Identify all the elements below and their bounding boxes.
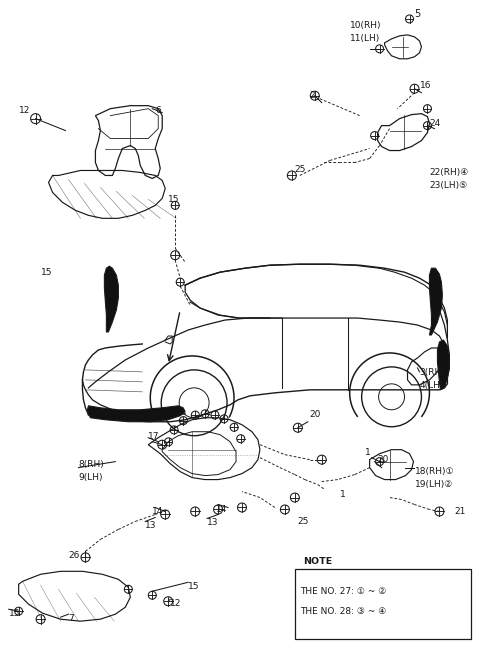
Text: 9(LH): 9(LH) (78, 472, 103, 482)
Text: 13: 13 (145, 522, 157, 530)
Text: 13: 13 (207, 518, 218, 528)
Text: 23(LH)⑤: 23(LH)⑤ (430, 182, 468, 190)
Text: 20: 20 (378, 455, 389, 464)
Text: 6: 6 (155, 106, 161, 115)
Text: 2: 2 (310, 91, 315, 100)
Text: 7: 7 (69, 614, 74, 623)
Text: 8(RH): 8(RH) (78, 460, 104, 469)
Text: THE NO. 27: ① ~ ②: THE NO. 27: ① ~ ② (300, 587, 386, 597)
Text: 1: 1 (340, 490, 346, 498)
Bar (295, 569, 471, 639)
Text: 21: 21 (455, 508, 466, 516)
Text: 18(RH)①: 18(RH)① (415, 467, 454, 476)
Text: 26: 26 (69, 551, 80, 560)
Text: 3(RH): 3(RH) (420, 368, 445, 377)
Text: 20: 20 (310, 409, 321, 419)
Text: 10(RH): 10(RH) (350, 21, 381, 30)
Text: 12: 12 (170, 599, 181, 609)
Text: 14: 14 (152, 508, 164, 516)
Polygon shape (104, 266, 119, 332)
Text: 15: 15 (188, 582, 200, 591)
Polygon shape (87, 405, 185, 422)
Text: 25: 25 (298, 518, 309, 526)
Text: 5: 5 (415, 9, 421, 19)
Text: 15: 15 (9, 609, 20, 618)
Polygon shape (437, 340, 449, 390)
Text: 17: 17 (148, 432, 160, 441)
Text: 14: 14 (216, 504, 228, 514)
Text: 25: 25 (295, 166, 306, 174)
Text: 16: 16 (420, 81, 431, 90)
Text: 4(LH): 4(LH) (420, 381, 444, 390)
Text: 24: 24 (430, 119, 441, 128)
Text: 15: 15 (41, 268, 52, 277)
Text: NOTE: NOTE (303, 557, 332, 566)
Text: 12: 12 (19, 106, 30, 115)
Text: THE NO. 28: ③ ~ ④: THE NO. 28: ③ ~ ④ (300, 607, 386, 616)
Text: 1: 1 (365, 448, 371, 457)
Text: 22(RH)④: 22(RH)④ (430, 168, 469, 178)
Polygon shape (430, 268, 443, 335)
Text: 11(LH): 11(LH) (350, 34, 380, 43)
Text: 19(LH)②: 19(LH)② (415, 480, 453, 488)
Text: 15: 15 (168, 196, 180, 204)
